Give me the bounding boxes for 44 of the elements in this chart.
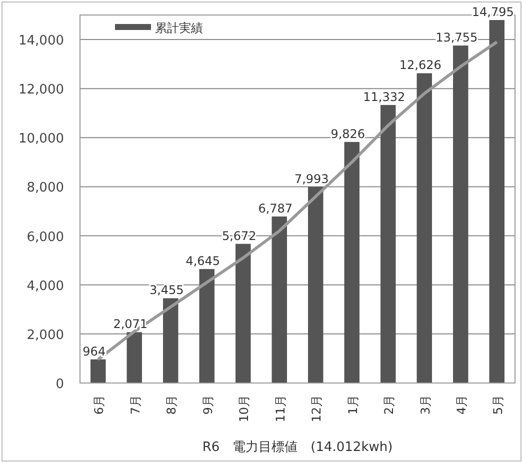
data-label: 964 — [82, 344, 106, 358]
bar — [453, 46, 468, 383]
data-label: 14,795 — [472, 5, 514, 20]
bar — [126, 332, 142, 383]
bar — [272, 216, 287, 383]
data-label: 2,071 — [113, 317, 148, 332]
x-tick-label: 1月 — [346, 395, 360, 415]
data-label: 3,455 — [149, 283, 184, 298]
x-tick-label: 7月 — [128, 395, 142, 415]
x-tick-label: 5月 — [490, 395, 505, 415]
bar — [236, 244, 251, 383]
bar — [199, 269, 214, 383]
x-tick-label: 6月 — [92, 395, 106, 415]
data-label: 9,826 — [330, 126, 366, 141]
y-tick-label: 4,000 — [26, 278, 64, 294]
x-tick-label: 8月 — [164, 395, 179, 415]
x-tick-label: 9月 — [200, 395, 215, 415]
bar — [489, 20, 504, 383]
y-tick-label: 14,000 — [18, 34, 64, 49]
bar — [90, 359, 106, 383]
y-tick-label: 12,000 — [18, 82, 64, 98]
x-tick-label: 10月 — [237, 395, 252, 422]
x-tick-label: 12月 — [310, 395, 324, 422]
y-tick-label: 6,000 — [26, 230, 64, 245]
y-tick-label: 10,000 — [18, 132, 64, 147]
x-tick-label: 4月 — [454, 395, 469, 415]
bar — [380, 104, 396, 383]
x-tick-label: 3月 — [418, 395, 432, 415]
data-label: 7,993 — [294, 172, 329, 186]
x-tick-label: 11月 — [273, 395, 288, 422]
y-tick-label: 8,000 — [26, 180, 64, 196]
data-label: 11,332 — [363, 90, 406, 104]
data-label: 12,626 — [399, 58, 442, 72]
y-tick-label: 2,000 — [26, 328, 64, 343]
data-label: 4,645 — [186, 254, 220, 268]
y-tick-label: 0 — [56, 377, 64, 392]
x-axis-title: R6 電力目標値 (14.012kwh) — [202, 440, 393, 455]
bar — [416, 73, 432, 383]
bar — [344, 142, 360, 383]
bar — [308, 186, 324, 383]
data-label: 6,787 — [258, 201, 293, 216]
x-tick-label: 2月 — [382, 395, 396, 415]
legend-label: 累計実績 — [155, 21, 203, 35]
bar — [163, 298, 178, 383]
